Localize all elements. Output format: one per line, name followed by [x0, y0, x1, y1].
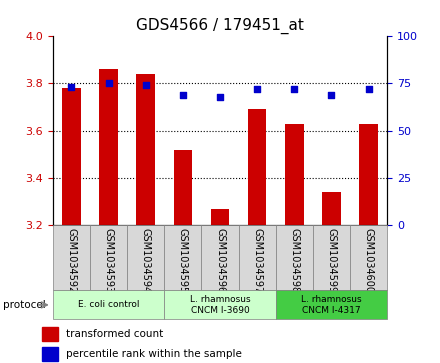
- Point: [142, 82, 149, 88]
- Text: protocol: protocol: [3, 300, 45, 310]
- Bar: [136, 74, 155, 225]
- Text: transformed count: transformed count: [66, 329, 163, 339]
- Point: [328, 92, 335, 98]
- FancyBboxPatch shape: [53, 225, 90, 290]
- Text: GSM1034597: GSM1034597: [252, 228, 262, 294]
- Point: [180, 92, 187, 98]
- Bar: [248, 110, 267, 225]
- Text: GSM1034598: GSM1034598: [290, 228, 299, 293]
- FancyBboxPatch shape: [53, 290, 164, 319]
- Point: [291, 86, 298, 92]
- FancyBboxPatch shape: [276, 225, 313, 290]
- Point: [365, 86, 372, 92]
- Bar: [42, 327, 58, 341]
- Text: percentile rank within the sample: percentile rank within the sample: [66, 349, 242, 359]
- Text: GSM1034600: GSM1034600: [363, 228, 374, 293]
- Text: L. rhamnosus
CNCM I-3690: L. rhamnosus CNCM I-3690: [190, 295, 250, 315]
- FancyBboxPatch shape: [202, 225, 238, 290]
- Bar: [42, 347, 58, 361]
- Point: [68, 84, 75, 90]
- Text: GSM1034596: GSM1034596: [215, 228, 225, 293]
- Text: GDS4566 / 179451_at: GDS4566 / 179451_at: [136, 18, 304, 34]
- Text: GSM1034594: GSM1034594: [141, 228, 150, 293]
- Text: GSM1034592: GSM1034592: [66, 228, 77, 294]
- Bar: [359, 124, 378, 225]
- Point: [253, 86, 260, 92]
- Text: GSM1034599: GSM1034599: [326, 228, 337, 293]
- Bar: [173, 150, 192, 225]
- FancyBboxPatch shape: [238, 225, 276, 290]
- Bar: [211, 209, 229, 225]
- Bar: [62, 88, 81, 225]
- Bar: [99, 69, 118, 225]
- FancyBboxPatch shape: [276, 290, 387, 319]
- Bar: [322, 192, 341, 225]
- Point: [105, 81, 112, 86]
- FancyBboxPatch shape: [127, 225, 164, 290]
- FancyBboxPatch shape: [350, 225, 387, 290]
- Text: L. rhamnosus
CNCM I-4317: L. rhamnosus CNCM I-4317: [301, 295, 362, 315]
- FancyBboxPatch shape: [313, 225, 350, 290]
- Text: E. coli control: E. coli control: [78, 301, 139, 309]
- Text: GSM1034595: GSM1034595: [178, 228, 188, 294]
- FancyBboxPatch shape: [164, 225, 202, 290]
- Text: GSM1034593: GSM1034593: [103, 228, 114, 293]
- Bar: [285, 124, 304, 225]
- Point: [216, 94, 224, 99]
- FancyBboxPatch shape: [90, 225, 127, 290]
- FancyBboxPatch shape: [164, 290, 276, 319]
